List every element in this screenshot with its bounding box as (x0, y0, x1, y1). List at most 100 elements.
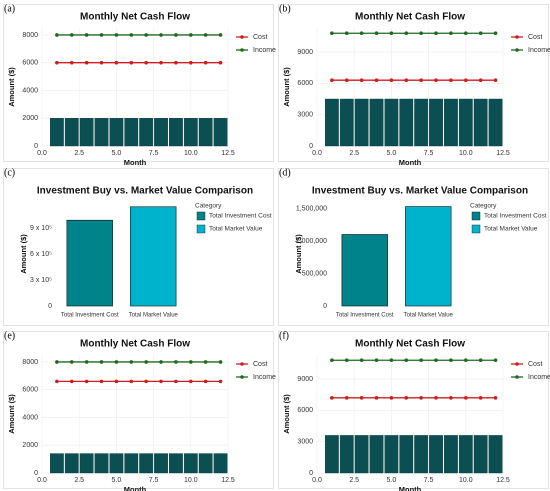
series-point (203, 360, 208, 364)
panel-frame (278, 331, 549, 489)
y-axis-label: Amount ($) (282, 67, 291, 107)
x-tick-label: 0.0 (312, 477, 322, 484)
chart-title: Monthly Net Cash Flow (80, 12, 190, 23)
panel-label: (f) (279, 330, 289, 341)
series-point (464, 358, 468, 363)
bar (183, 118, 198, 147)
series-point (389, 31, 394, 36)
x-tick-label: 12.5 (221, 150, 235, 157)
bar (79, 453, 94, 474)
bar (405, 206, 452, 307)
series-point (434, 31, 438, 36)
x-tick-label: 10.0 (459, 477, 473, 484)
series-point (404, 358, 409, 363)
legend-label: Cost (528, 34, 542, 41)
series-point (434, 78, 438, 83)
series-point (114, 60, 119, 65)
series-point (189, 379, 193, 384)
panel-frame (278, 168, 549, 326)
bar (49, 118, 64, 147)
legend-label: Total Investment Cost (209, 213, 272, 220)
series-point (434, 358, 438, 363)
bar (183, 453, 198, 474)
y-tick-label: 6000 (297, 407, 313, 414)
y-tick-label: 0 (323, 303, 327, 310)
bar (354, 435, 369, 474)
panel-label: (d) (279, 167, 291, 178)
bar (94, 118, 109, 147)
y-tick-label: 9000 (297, 376, 313, 383)
bar (139, 118, 154, 147)
x-tick-label: 2.5 (349, 150, 359, 157)
series-point (493, 78, 498, 83)
x-tick-label: 12.5 (496, 150, 510, 157)
series-point (374, 358, 379, 363)
panel-frame (278, 4, 549, 162)
legend-label: Total Investment Cost (484, 213, 547, 220)
y-tick-label: 4000 (22, 414, 38, 421)
x-tick-label: 5.0 (387, 150, 397, 157)
bar (124, 453, 139, 474)
bar (414, 435, 429, 474)
y-tick-label: 8000 (22, 359, 38, 366)
series-point (218, 379, 223, 384)
bar (130, 206, 177, 307)
legend-swatch (240, 362, 244, 366)
y-tick-label: 1,000,000 (296, 238, 327, 245)
panel-label: (e) (4, 330, 15, 341)
series-point (493, 31, 498, 36)
y-tick-label: 2000 (22, 115, 38, 122)
series-point (404, 31, 409, 36)
chart-title: Monthly Net Cash Flow (80, 339, 190, 350)
bar (369, 98, 384, 147)
series-point (159, 379, 163, 384)
legend-label: Income (253, 47, 276, 54)
x-tick-label: Total Market Value (404, 313, 454, 319)
legend-swatch (240, 48, 244, 52)
series-point (478, 31, 483, 36)
y-tick-label: 4000 (22, 87, 38, 94)
x-axis-label: Month (399, 158, 422, 167)
legend-swatch (240, 375, 244, 379)
series-point (189, 360, 193, 364)
x-axis-label: Month (124, 158, 147, 167)
legend-title: Category (195, 203, 222, 210)
x-axis-label: Month (399, 485, 422, 491)
x-tick-label: 0.0 (37, 477, 47, 484)
x-tick-label: 7.5 (424, 477, 434, 484)
x-tick-label: Total Investment Cost (61, 313, 119, 319)
bar (399, 98, 414, 147)
series-point (114, 360, 119, 364)
series-point (189, 60, 193, 65)
bar (213, 118, 228, 147)
series-point (159, 60, 163, 65)
legend-label: Cost (528, 361, 542, 368)
series-point (99, 33, 104, 37)
legend-label: Total Market Value (209, 226, 263, 233)
series-point (84, 379, 89, 384)
series-point (129, 33, 134, 37)
x-tick-label: 0.0 (312, 150, 322, 157)
series-point (203, 60, 208, 65)
bar (64, 453, 79, 474)
y-tick-label: 500,000 (302, 270, 327, 277)
x-tick-label: 7.5 (424, 150, 434, 157)
bar (429, 435, 443, 474)
series-point (55, 360, 59, 364)
series-point (493, 396, 498, 400)
legend-swatch (471, 224, 481, 234)
series-point (330, 358, 334, 363)
series-point (419, 78, 423, 83)
series-point (203, 33, 208, 37)
series-point (434, 396, 438, 400)
series-point (449, 358, 453, 363)
bar (49, 453, 64, 474)
series-point (493, 358, 498, 363)
series-point (203, 379, 208, 384)
series-point (69, 33, 74, 37)
x-tick-label: 0.0 (37, 150, 47, 157)
bar (66, 219, 113, 307)
y-tick-label: 6000 (297, 80, 313, 87)
x-tick-label: 2.5 (349, 477, 359, 484)
